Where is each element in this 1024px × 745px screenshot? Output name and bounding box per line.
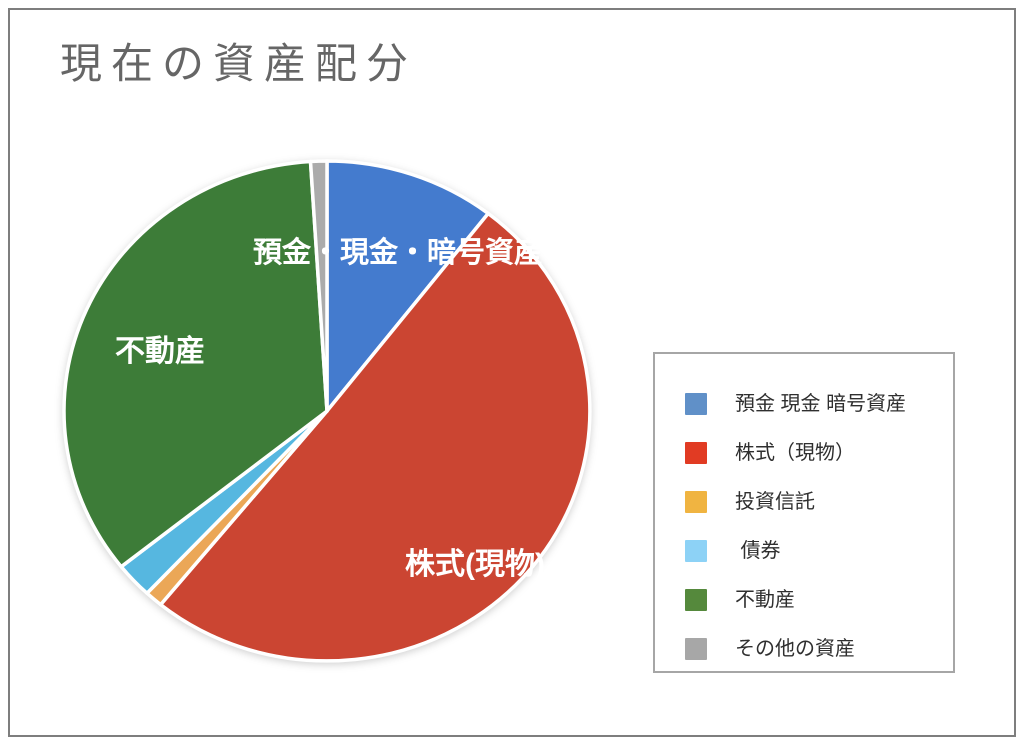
legend-swatch-icon-4 [685,588,707,611]
legend-item-label: 預金 現金 暗号資産 [735,392,907,415]
legend-swatch-icon-0 [685,392,707,415]
legend-item-label: 株式（現物） [735,441,855,464]
legend: 預金 現金 暗号資産 株式（現物） 投資信託 債券 不動産 その他の資産 [653,352,955,673]
pie-slice-0 [325,159,490,413]
pie-slice-1 [158,211,592,663]
legend-item-label: その他の資産 [735,637,855,660]
legend-items: 預金 現金 暗号資産 株式（現物） 投資信託 債券 不動産 その他の資産 [655,379,953,673]
legend-item-5: その他の資産 [655,624,953,673]
legend-item-label: 投資信託 [735,490,815,513]
legend-swatch-icon-3 [685,539,707,562]
legend-item-2: 投資信託 [655,477,953,526]
pie-chart: 預金・現金・暗号資産 不動産 株式(現物) [61,158,593,664]
legend-item-1: 株式（現物） [655,428,953,477]
legend-swatch-icon-5 [685,637,707,660]
legend-swatch-icon-1 [685,441,707,464]
legend-swatch-icon-2 [685,490,707,513]
pie-slice-5 [308,159,329,413]
slice-label-stocks: 株式(現物) [405,548,545,581]
legend-item-4: 不動産 [655,575,953,624]
slice-label-real-estate: 不動産 [115,335,205,368]
legend-item-0: 預金 現金 暗号資産 [655,379,953,428]
legend-item-label: 不動産 [735,588,795,611]
slice-label-deposits: 預金・現金・暗号資産 [253,237,544,269]
pie-slice-4 [62,159,329,569]
chart-title: 現在の資産配分 [60,40,418,87]
legend-item-label: 債券 [735,539,781,562]
legend-item-3: 債券 [655,526,953,575]
pie-chart-svg [62,159,592,663]
